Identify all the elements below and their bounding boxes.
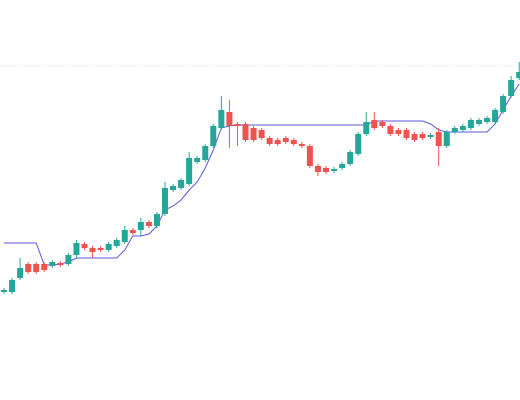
candle-body [451,128,458,132]
candle-body [467,120,474,128]
candle-body [298,144,305,146]
candle-body [81,244,88,248]
candle-body [170,186,177,190]
candle-body [379,122,386,126]
candle-body [162,188,168,214]
candle-body [105,244,112,250]
candle-body [411,134,418,140]
candle-body [492,110,499,122]
candle-body [41,264,48,270]
candle-body [508,80,515,96]
candle-body [443,132,450,146]
candle-body [371,120,378,128]
candle-body [484,118,490,122]
candle-body [210,126,217,146]
candle-body [194,158,201,162]
candle-body [97,248,104,250]
candle-body [89,248,96,252]
candle-body [435,132,442,146]
candle-body [363,122,370,134]
candle-body [202,146,209,160]
candle-body [226,112,233,126]
candle-body [178,180,185,188]
candle-body [250,128,257,140]
candle-body [500,96,507,112]
candle-body [459,126,466,130]
candle-body [121,230,128,242]
candle-body [234,124,241,126]
candle-body [25,264,32,272]
trail-line [4,83,520,266]
candle-body [306,146,313,166]
candle-body [145,222,152,226]
candle-body [129,230,136,233]
candle-body [395,130,402,134]
candle-body [387,126,394,134]
candle-body [65,255,72,264]
candle-body [403,130,410,138]
candle-body [475,120,482,124]
candle-body [274,140,281,144]
candle-body [242,124,249,140]
candle-body [49,262,56,266]
candle-body [347,152,354,164]
candle-body [516,72,520,78]
candle-body [73,243,80,255]
candle-body [323,168,329,172]
candle-body [153,214,160,226]
candle-body [314,166,321,172]
candle-body [17,268,24,278]
candle-body [137,222,144,230]
candle-body [113,240,120,246]
candle-body [57,263,64,265]
candle-body [186,158,193,184]
candle-body [427,135,434,137]
candle-body [218,110,225,128]
candle-body [355,134,362,154]
candle-body [1,290,7,292]
candle-body [419,134,426,138]
candle-body [33,264,40,272]
candle-body [290,140,297,144]
candle-body [266,138,273,144]
candle-body [9,280,16,292]
candle-body [339,164,346,168]
candle-body [282,138,289,142]
candle-body [258,130,265,138]
candle-body [331,169,338,171]
